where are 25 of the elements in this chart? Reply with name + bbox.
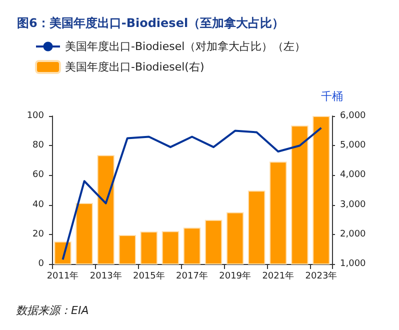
- legend-label: 美国年度出口-Biodiesel（对加拿大占比）（左）: [65, 40, 306, 53]
- x-tick-label: 2015年: [132, 270, 165, 282]
- y-tick-label: 0: [38, 259, 44, 269]
- y2-tick-label: 3,000: [340, 200, 366, 210]
- source-note: 数据来源：EIA: [16, 304, 89, 317]
- y2-axis-title: 千桶: [321, 90, 343, 103]
- y-tick-label: 40: [32, 200, 44, 210]
- line-series: [62, 126, 322, 261]
- y-tick-label: 80: [32, 140, 44, 151]
- y2-tick-label: 1,000: [340, 259, 366, 269]
- y2-tick-label: 6,000: [340, 111, 366, 121]
- x-tick-label: 2017年: [176, 270, 208, 282]
- legend-label: 美国年度出口-Biodiesel(右): [65, 60, 204, 74]
- y2-tick-label: 2,000: [340, 229, 366, 240]
- chart-title: 图6：美国年度出口-Biodiesel（至加拿大占比）: [17, 16, 284, 30]
- x-tick-label: 2021年: [262, 270, 294, 282]
- x-tick-label: 2019年: [219, 270, 252, 282]
- y-tick-label: 20: [32, 229, 44, 240]
- y-tick-label: 60: [32, 170, 44, 180]
- y2-tick-label: 4,000: [340, 170, 366, 180]
- x-tick-label: 2013年: [90, 270, 122, 282]
- y-tick-label: 100: [26, 111, 44, 121]
- x-tick-label: 2011年: [46, 270, 79, 282]
- y2-tick-label: 5,000: [340, 140, 366, 151]
- x-tick-label: 2023年: [305, 270, 338, 282]
